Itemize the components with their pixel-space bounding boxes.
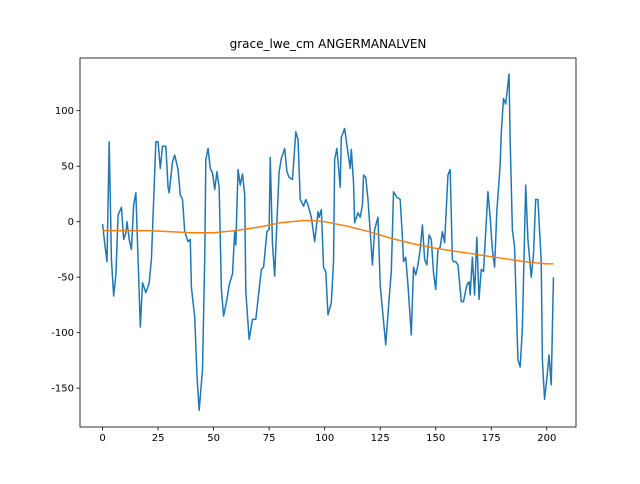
x-tick-label: 0 (99, 433, 105, 444)
plot-frame (79, 57, 577, 428)
y-tick-label: 50 (61, 162, 74, 173)
data-line (101, 73, 555, 412)
x-tick-label: 175 (482, 433, 501, 444)
y-tick-label: -100 (51, 328, 74, 339)
chart-title: grace_lwe_cm ANGERMANALVEN (230, 37, 427, 51)
data-line (102, 219, 554, 265)
x-tick-label: 150 (426, 433, 445, 444)
y-tick-label: 0 (68, 217, 74, 228)
y-tick-label: -50 (58, 273, 74, 284)
x-tick-label: 25 (152, 433, 165, 444)
x-tick-label: 200 (537, 433, 556, 444)
y-tick-label: -150 (51, 384, 74, 395)
x-tick-label: 100 (315, 433, 334, 444)
x-tick-label: 50 (207, 433, 220, 444)
y-tick-label: 100 (55, 106, 74, 117)
x-tick-label: 125 (371, 433, 390, 444)
x-tick-label: 75 (263, 433, 276, 444)
